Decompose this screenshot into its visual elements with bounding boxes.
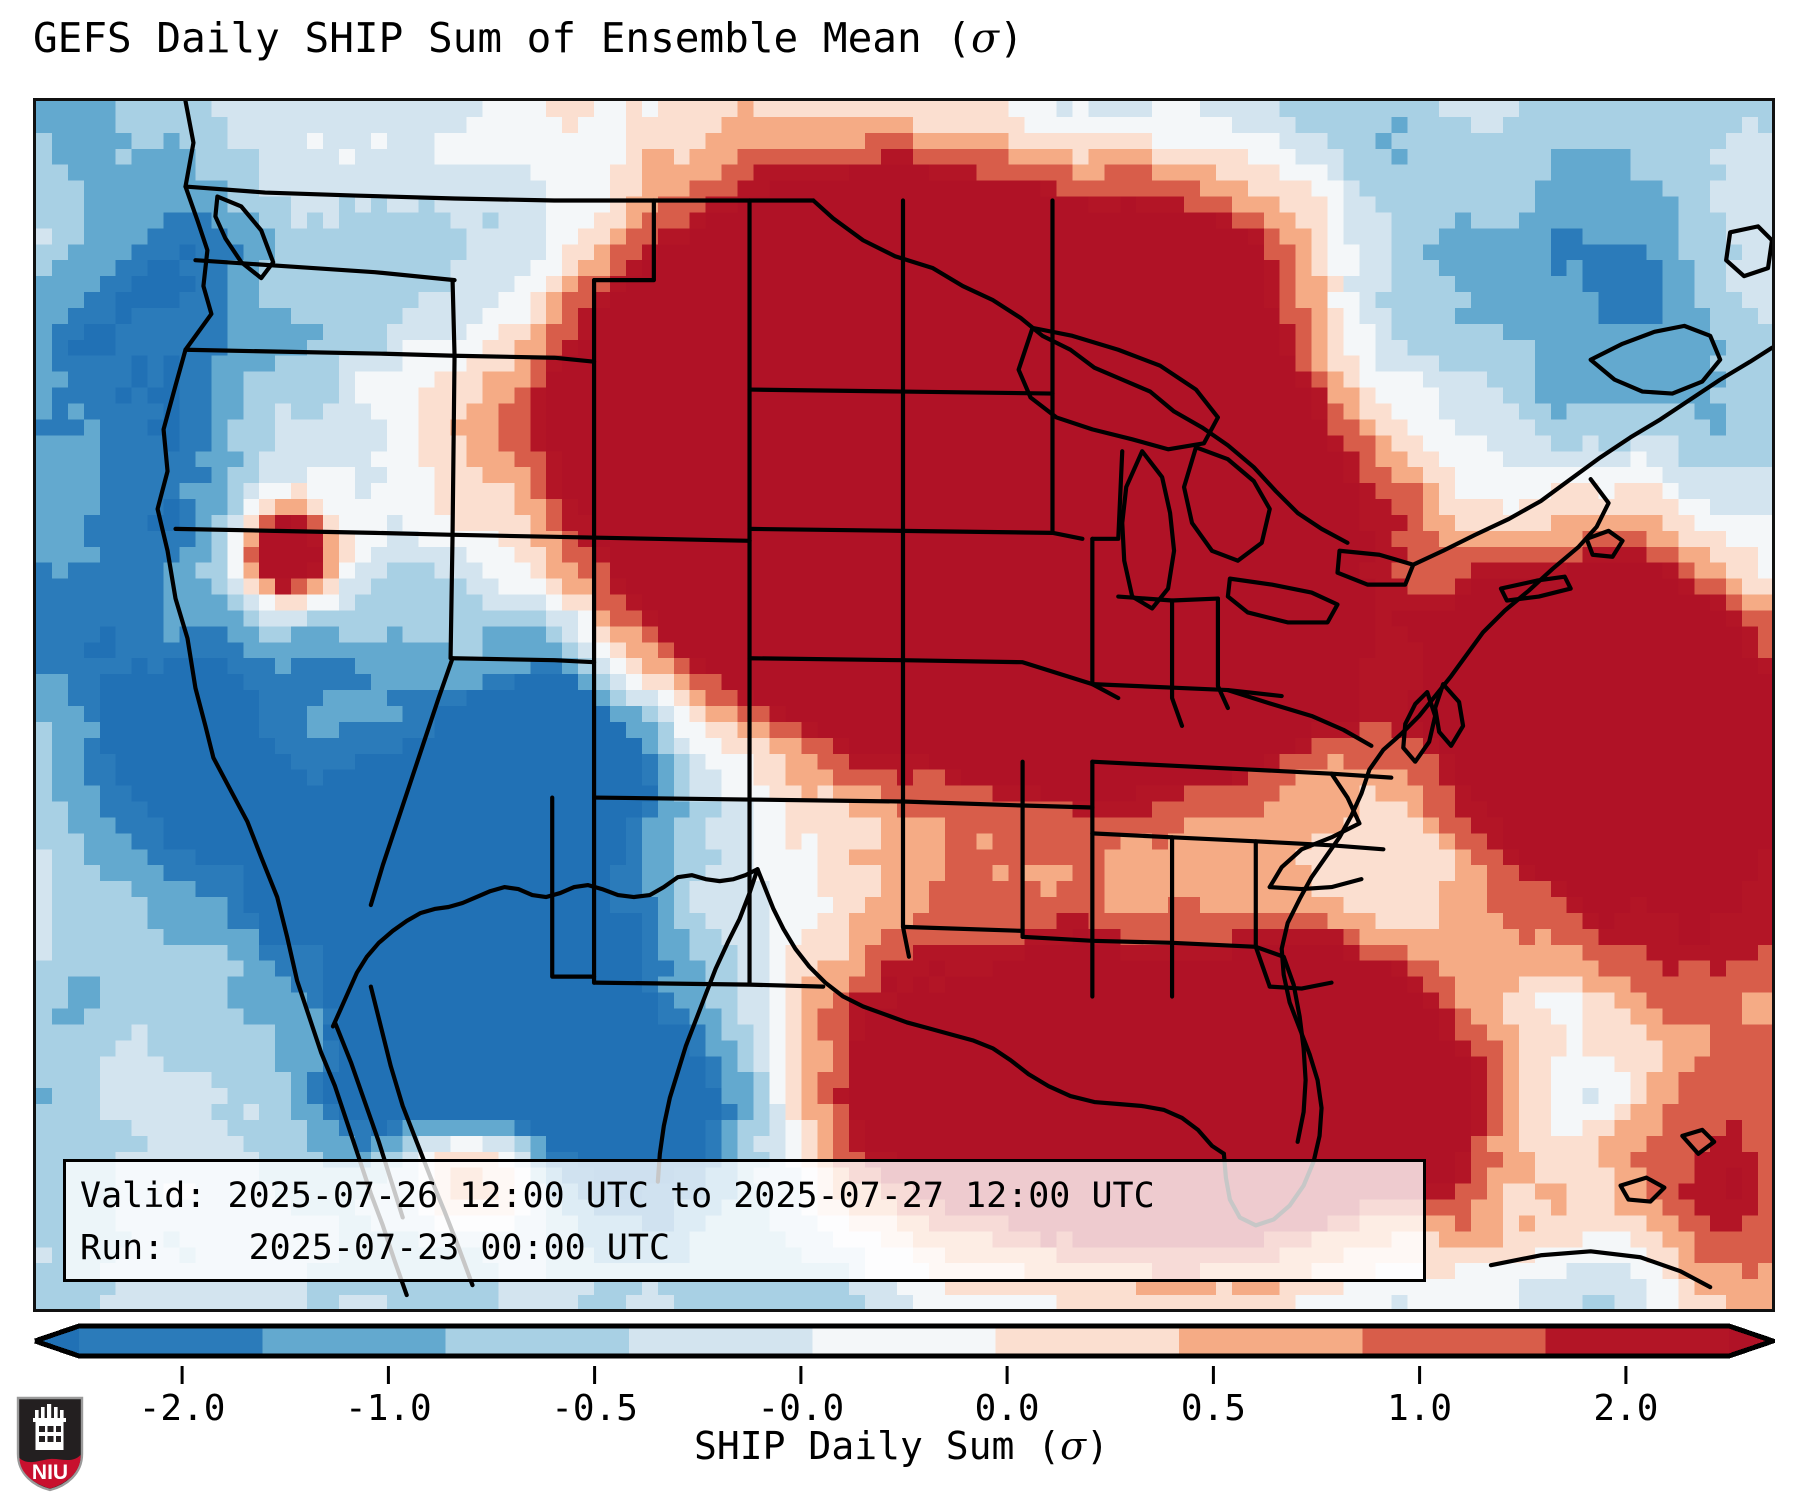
- valid-run-info-box: Valid: 2025-07-26 12:00 UTC to 2025-07-2…: [63, 1159, 1426, 1282]
- map-canvas: [36, 101, 1772, 1309]
- geography-outlines: [155, 101, 1772, 1298]
- sigma-glyph: σ: [971, 14, 999, 62]
- colorbar-tick-label: -2.0: [138, 1388, 226, 1429]
- colorbar-tick-label: 0.0: [974, 1388, 1040, 1429]
- logo-castle-windows: [39, 1426, 61, 1442]
- run-time-line: Run: 2025-07-23 00:00 UTC: [80, 1228, 671, 1268]
- map-panel[interactable]: Valid: 2025-07-26 12:00 UTC to 2025-07-2…: [33, 98, 1775, 1312]
- colorbar-bands: [34, 1323, 1775, 1359]
- page-title: GEFS Daily SHIP Sum of Ensemble Mean (σ): [33, 14, 1024, 62]
- colorbar-tick-label: 2.0: [1593, 1388, 1659, 1429]
- colorbar-tick-label: -1.0: [345, 1388, 432, 1429]
- colorbar-tick-label: -0.0: [757, 1388, 845, 1429]
- colorbar-tick-label: 0.5: [1180, 1388, 1246, 1429]
- colorbar-label-text: SHIP Daily Sum (: [694, 1424, 1061, 1468]
- valid-time-line: Valid: 2025-07-26 12:00 UTC to 2025-07-2…: [80, 1176, 1155, 1216]
- colorbar-sigma-glyph: σ: [1060, 1424, 1087, 1468]
- logo-shield-lower: [19, 1455, 81, 1489]
- colorbar[interactable]: [33, 1318, 1775, 1364]
- colorbar-axis-label: SHIP Daily Sum (σ): [0, 1424, 1803, 1468]
- colorbar-label-suffix: ): [1086, 1424, 1109, 1468]
- colorbar-ticks: -2.0 -1.0 -0.5 -0.0 0.0 0.5 1.0 2.0: [33, 1366, 1775, 1436]
- page-title-suffix: ): [999, 14, 1024, 62]
- page-title-text: GEFS Daily SHIP Sum of Ensemble Mean (: [33, 14, 971, 62]
- colorbar-svg: [34, 1323, 1775, 1359]
- colorbar-tick-label: -0.5: [551, 1388, 638, 1429]
- colorbar-tick-label: 1.0: [1387, 1388, 1453, 1429]
- colorbar-tickmarks: [180, 1366, 1628, 1384]
- niu-logo[interactable]: NIU: [16, 1396, 84, 1492]
- logo-text: NIU: [32, 1461, 68, 1484]
